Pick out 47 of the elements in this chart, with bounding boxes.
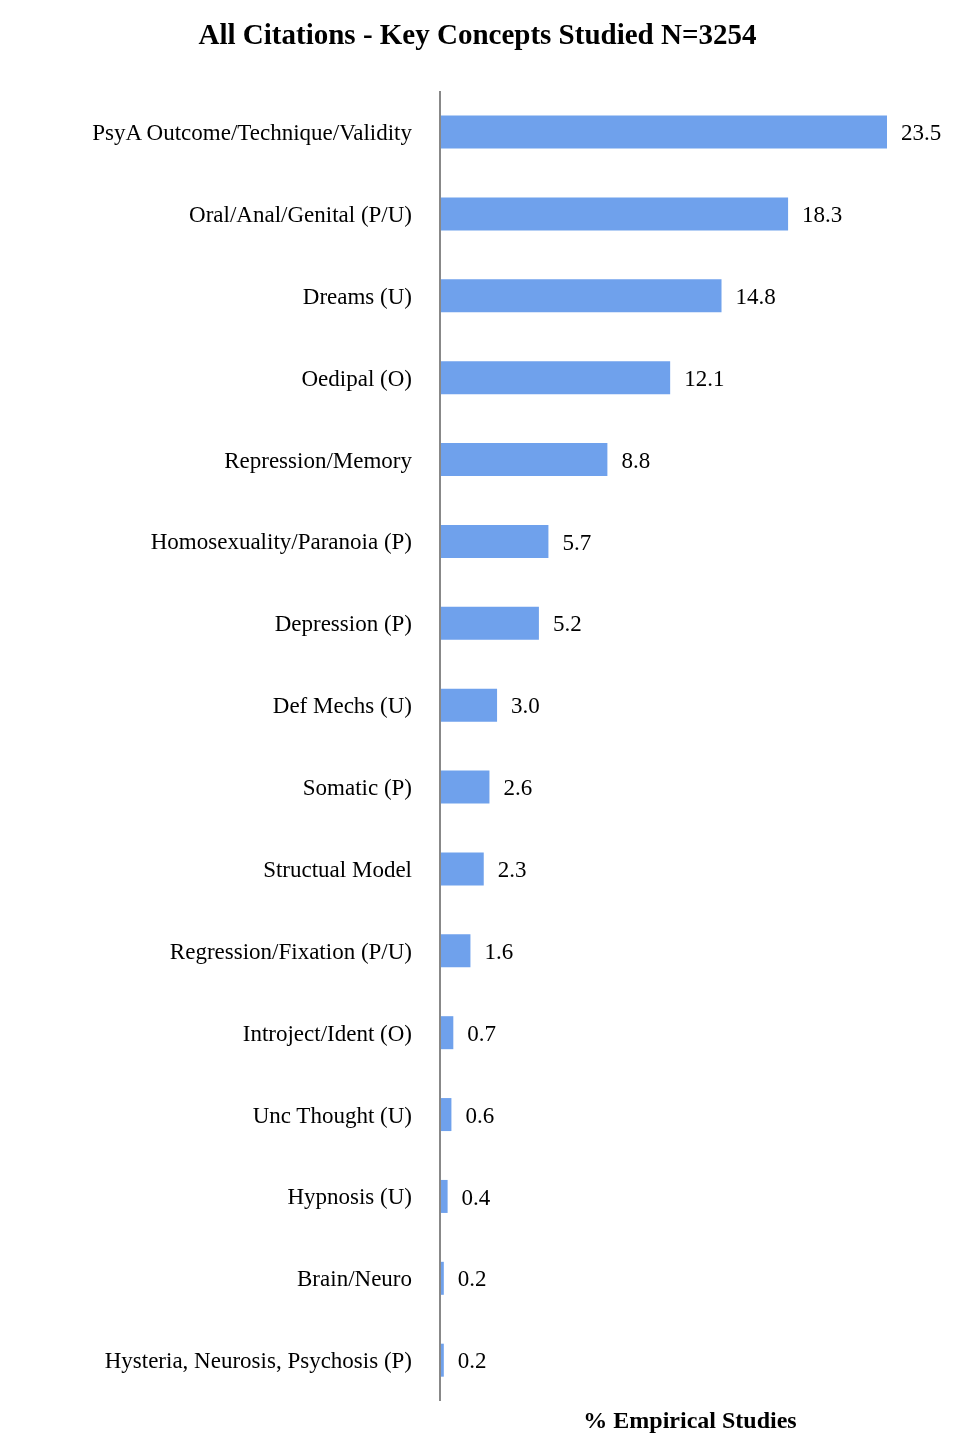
data-label: 0.2 xyxy=(457,1266,487,1292)
data-label: 0.7 xyxy=(467,1020,497,1046)
y-tick-label: Unc Thought (U) xyxy=(252,1102,412,1128)
data-label: 12.1 xyxy=(684,365,725,391)
y-tick-label: Oral/Anal/Genital (P/U) xyxy=(189,201,412,227)
y-tick-label: Hypnosis (U) xyxy=(287,1184,412,1210)
data-label: 23.5 xyxy=(901,120,942,146)
y-tick-label: Hysteria, Neurosis, Psychosis (P) xyxy=(104,1348,412,1374)
y-tick-label: Structual Model xyxy=(263,856,412,882)
bar xyxy=(440,688,498,722)
bar xyxy=(440,1016,454,1050)
data-label: 0.6 xyxy=(465,1102,495,1128)
y-tick-label: Repression/Memory xyxy=(224,447,413,473)
bar xyxy=(440,279,722,313)
y-tick-label: Oedipal (O) xyxy=(301,365,412,391)
y-tick-label: Dreams (U) xyxy=(302,283,412,309)
bar xyxy=(440,1179,448,1213)
data-label: 8.8 xyxy=(621,447,651,473)
bar xyxy=(440,934,471,968)
data-label: 5.2 xyxy=(552,611,582,637)
y-tick-label: Homosexuality/Paranoia (P) xyxy=(150,529,412,555)
data-label: 3.0 xyxy=(511,693,540,719)
bar xyxy=(440,770,490,804)
bar xyxy=(440,197,789,231)
y-tick-label: Brain/Neuro xyxy=(297,1266,412,1292)
y-tick-label: Somatic (P) xyxy=(302,775,412,801)
y-tick-label: Regression/Fixation (P/U) xyxy=(169,938,412,964)
bar xyxy=(440,115,887,149)
x-axis-title: % Empirical Studies xyxy=(582,1407,798,1434)
bar xyxy=(440,524,549,558)
data-label: 5.7 xyxy=(562,529,592,555)
bar xyxy=(440,361,671,395)
y-tick-label: PsyA Outcome/Technique/Validity xyxy=(92,120,413,146)
y-tick-label: Def Mechs (U) xyxy=(272,693,412,719)
data-label: 0.2 xyxy=(457,1348,487,1374)
data-label: 2.6 xyxy=(503,775,533,801)
bar xyxy=(440,852,484,886)
y-tick-label: Introject/Ident (O) xyxy=(242,1020,412,1046)
data-label: 0.4 xyxy=(461,1184,491,1210)
data-label: 14.8 xyxy=(735,283,776,309)
chart-title: All Citations - Key Concepts Studied N=3254 xyxy=(197,18,758,51)
bar xyxy=(440,606,539,640)
data-label: 1.6 xyxy=(484,938,514,964)
data-label: 2.3 xyxy=(497,857,527,883)
y-tick-label: Depression (P) xyxy=(274,611,412,637)
data-label: 18.3 xyxy=(802,202,843,228)
bar xyxy=(440,443,608,477)
